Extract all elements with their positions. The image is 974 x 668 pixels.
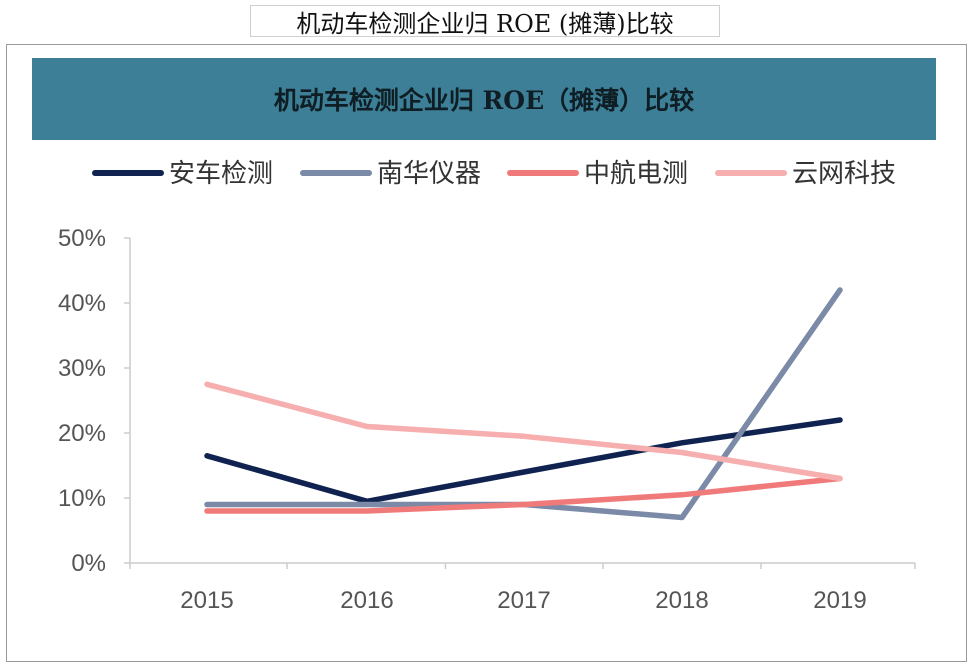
y-tick-label: 0% — [71, 550, 106, 577]
chart-title-banner: 机动车检测企业归 ROE（摊薄）比较 — [32, 58, 936, 140]
series-line-1 — [204, 417, 843, 505]
x-tick-label: 2018 — [655, 587, 708, 614]
x-tick-label: 2017 — [497, 587, 550, 614]
y-tick-label: 10% — [58, 485, 106, 512]
y-tick-label: 30% — [58, 355, 106, 382]
x-tick-label: 2019 — [813, 587, 866, 614]
chart-frame — [6, 44, 967, 662]
series-line-3 — [204, 475, 843, 514]
x-tick-label: 2015 — [180, 587, 233, 614]
legend-label: 中航电测 — [584, 159, 688, 189]
y-tick-label: 50% — [58, 225, 106, 252]
y-tick-label: 40% — [58, 290, 106, 317]
legend-label: 云网科技 — [792, 159, 896, 189]
legend-label: 安车检测 — [169, 159, 273, 189]
x-tick-label: 2016 — [340, 587, 393, 614]
chart-title: 机动车检测企业归 ROE（摊薄）比较 — [273, 86, 695, 115]
y-tick-label: 20% — [58, 420, 106, 447]
outer-title: 机动车检测企业归 ROE (摊薄)比较 — [250, 5, 720, 38]
legend-label: 南华仪器 — [377, 159, 481, 189]
series-line-4 — [204, 381, 843, 482]
